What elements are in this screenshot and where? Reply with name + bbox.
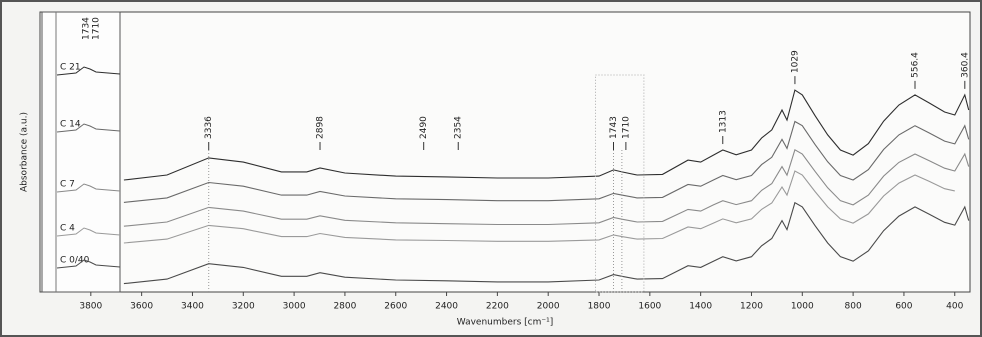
plot-frame [39, 11, 971, 293]
peak-label: 2490 [419, 116, 429, 139]
peak-label: 1313 [718, 110, 728, 133]
peak-label: 556.4 [911, 52, 921, 78]
x-tick-label: 600 [895, 302, 912, 312]
inset-peak-label: 1734 [82, 17, 92, 40]
inset-trace [56, 123, 121, 133]
x-tick-label: 2200 [486, 302, 509, 312]
legend-label: C 0/40 [60, 256, 90, 266]
inset-peak-label: 1710 [92, 17, 102, 40]
inset-trace [56, 183, 121, 193]
peak-label: 1743 [609, 116, 619, 139]
x-tick-label: 1800 [588, 302, 611, 312]
spectrum-line [123, 201, 970, 285]
x-tick-label: 400 [946, 302, 963, 312]
x-tick-label: 2600 [384, 302, 407, 312]
peak-label: 2354 [454, 116, 464, 139]
peak-label: 1710 [621, 116, 631, 139]
peak-label: 1029 [790, 50, 800, 73]
x-tick-label: 2400 [435, 302, 458, 312]
spectrum-line [123, 120, 970, 203]
highlight-box [595, 74, 645, 293]
x-tick-label: 3600 [130, 302, 153, 312]
x-tick-label: 1400 [689, 302, 712, 312]
x-tick-label: 1200 [740, 302, 763, 312]
inset-frame [41, 11, 121, 293]
x-axis-label: Wavenumbers [cm⁻¹] [457, 318, 553, 328]
inset-trace [56, 227, 121, 237]
y-axis-label: Absorbance (a.u.) [20, 112, 30, 192]
x-tick-label: 2800 [333, 302, 356, 312]
spectrum-line [123, 148, 970, 227]
inset-trace [56, 259, 121, 269]
x-tick-label: 1600 [638, 302, 661, 312]
legend-label: C 14 [60, 120, 81, 130]
peak-label: 2898 [316, 116, 326, 139]
peak-label: 3336 [204, 116, 214, 139]
x-tick-label: 800 [845, 302, 862, 312]
x-tick-label: 3000 [283, 302, 306, 312]
inset-trace [56, 66, 121, 76]
x-tick-label: 3200 [232, 302, 255, 312]
peak-label: 360.4 [960, 52, 970, 78]
x-tick-label: 3800 [79, 302, 102, 312]
spectrum-line [123, 170, 955, 244]
spectrum-line [123, 89, 970, 181]
x-tick-label: 3400 [181, 302, 204, 312]
legend-label: C 7 [60, 180, 75, 190]
legend-label: C 4 [60, 224, 75, 234]
x-tick-label: 1000 [791, 302, 814, 312]
legend-label: C 21 [60, 63, 81, 73]
x-tick-label: 2000 [537, 302, 560, 312]
